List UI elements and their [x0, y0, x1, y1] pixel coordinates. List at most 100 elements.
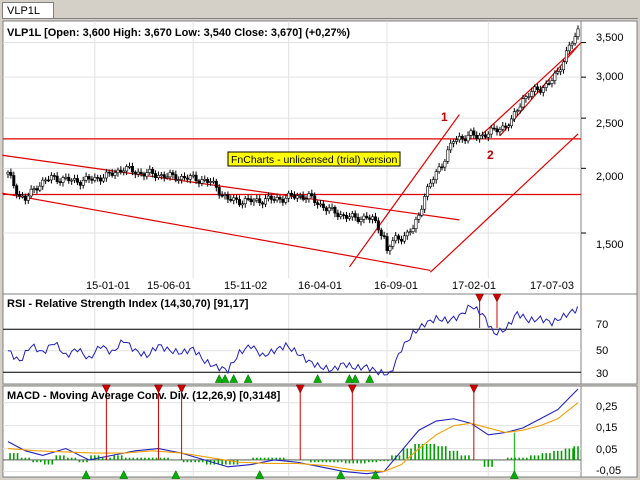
macd-histogram-bar — [148, 457, 150, 460]
macd-buy-marker — [371, 470, 380, 479]
candle-body — [49, 175, 53, 181]
candle-body — [292, 195, 296, 199]
candle-body — [544, 83, 548, 88]
macd-buy-marker — [255, 470, 265, 479]
candle-body — [295, 195, 299, 199]
candle-body — [20, 195, 24, 198]
macd-histogram-bar — [59, 455, 61, 460]
candle-body — [423, 196, 427, 210]
candle-body — [130, 166, 134, 173]
macd-buy-marker — [509, 470, 519, 479]
macd-histogram-bar — [298, 459, 301, 461]
macd-histogram-bar — [175, 459, 177, 461]
candle-body — [237, 199, 241, 206]
candle-body — [99, 177, 103, 182]
macd-histogram-bar — [140, 457, 142, 460]
candle-body — [481, 134, 485, 137]
candle-body — [261, 202, 265, 205]
macd-histogram-bar — [560, 450, 563, 460]
downtrend-channel-upper — [2, 154, 460, 221]
macd-histogram-bar — [433, 443, 435, 460]
macd-histogram-bar — [232, 459, 235, 465]
macd-histogram-bar — [506, 457, 509, 460]
macd-histogram-bar — [337, 459, 339, 463]
macd-histogram-bar — [47, 459, 50, 465]
candle-body — [304, 198, 308, 201]
candle-body — [154, 173, 158, 178]
macd-histogram-bar — [101, 457, 104, 460]
candle-body — [180, 176, 184, 180]
candle-body — [414, 218, 418, 230]
macd-histogram-bar — [310, 459, 312, 463]
candle-body — [229, 199, 233, 201]
candle-body — [339, 214, 343, 218]
candle-body — [498, 129, 502, 133]
candle-body — [454, 139, 458, 142]
candle-body — [32, 188, 36, 190]
macd-histogram-bar — [530, 455, 532, 460]
macd-histogram-bar — [363, 459, 366, 464]
macd-sell-marker — [101, 384, 111, 394]
rsi-line — [7, 304, 579, 376]
candle-body — [78, 182, 82, 186]
macd-histogram-bar — [387, 459, 389, 462]
rsi-buy-marker — [243, 373, 253, 383]
macd-histogram-bar — [163, 457, 166, 460]
candle-body — [41, 179, 45, 187]
candlestick-series — [6, 25, 580, 255]
macd-histogram-bar — [398, 455, 401, 460]
annotation-1: 1 — [441, 110, 448, 124]
macd-histogram-bar — [144, 457, 146, 460]
macd-histogram-bar — [90, 455, 92, 460]
macd-histogram-bar — [514, 457, 517, 460]
symbol-tab[interactable]: VLP1L — [2, 2, 54, 18]
candle-body — [223, 194, 227, 196]
candle-body — [417, 215, 421, 220]
candle-body — [402, 235, 406, 242]
macd-histogram-bar — [483, 459, 486, 467]
candle-body — [472, 130, 476, 136]
macd-histogram-bar — [182, 459, 185, 463]
candle-body — [359, 219, 363, 223]
signal-markers — [81, 293, 519, 479]
macd-tick-label: 0,15 — [596, 422, 617, 434]
watermark-text: FnCharts - unlicensed (trial) version — [231, 154, 397, 166]
candle-body — [101, 177, 105, 182]
candle-body — [321, 203, 325, 209]
candle-body — [382, 235, 386, 237]
macd-histogram-bar — [9, 453, 11, 460]
candle-body — [316, 202, 320, 205]
rsi-buy-marker — [313, 373, 322, 383]
macd-histogram-bar — [151, 457, 154, 460]
macd-sell-marker — [469, 384, 479, 394]
candle-body — [110, 172, 114, 176]
candle-body — [6, 171, 10, 175]
candle-body — [287, 192, 291, 199]
candle-body — [307, 193, 311, 200]
price-tick-label: 2,000 — [596, 171, 624, 183]
rsi-sell-marker — [492, 293, 502, 303]
price-tick-label: 1,500 — [596, 239, 624, 251]
watermark-box — [227, 151, 401, 167]
macd-histogram-bar — [275, 457, 278, 460]
candle-body — [197, 180, 201, 184]
macd-histogram-bar — [510, 457, 513, 460]
macd-tick-label: 0,05 — [596, 444, 617, 456]
candle-body — [431, 179, 435, 184]
macd-histogram-bar — [171, 459, 173, 461]
macd-histogram-bar — [36, 459, 38, 463]
macd-histogram-bar — [573, 446, 576, 460]
candle-body — [400, 239, 404, 242]
candle-body — [347, 216, 351, 219]
candle-body — [119, 169, 123, 173]
macd-histogram-bar — [63, 455, 65, 460]
macd-histogram-bar — [267, 457, 270, 460]
macd-histogram-bar — [113, 455, 115, 460]
candle-body — [185, 177, 189, 180]
candle-body — [524, 96, 528, 100]
candle-body — [177, 179, 181, 181]
candle-body — [313, 195, 317, 203]
uptrend-channel-left — [348, 114, 460, 268]
macd-histogram-bar — [375, 459, 378, 463]
macd-histogram-bar — [356, 459, 359, 464]
